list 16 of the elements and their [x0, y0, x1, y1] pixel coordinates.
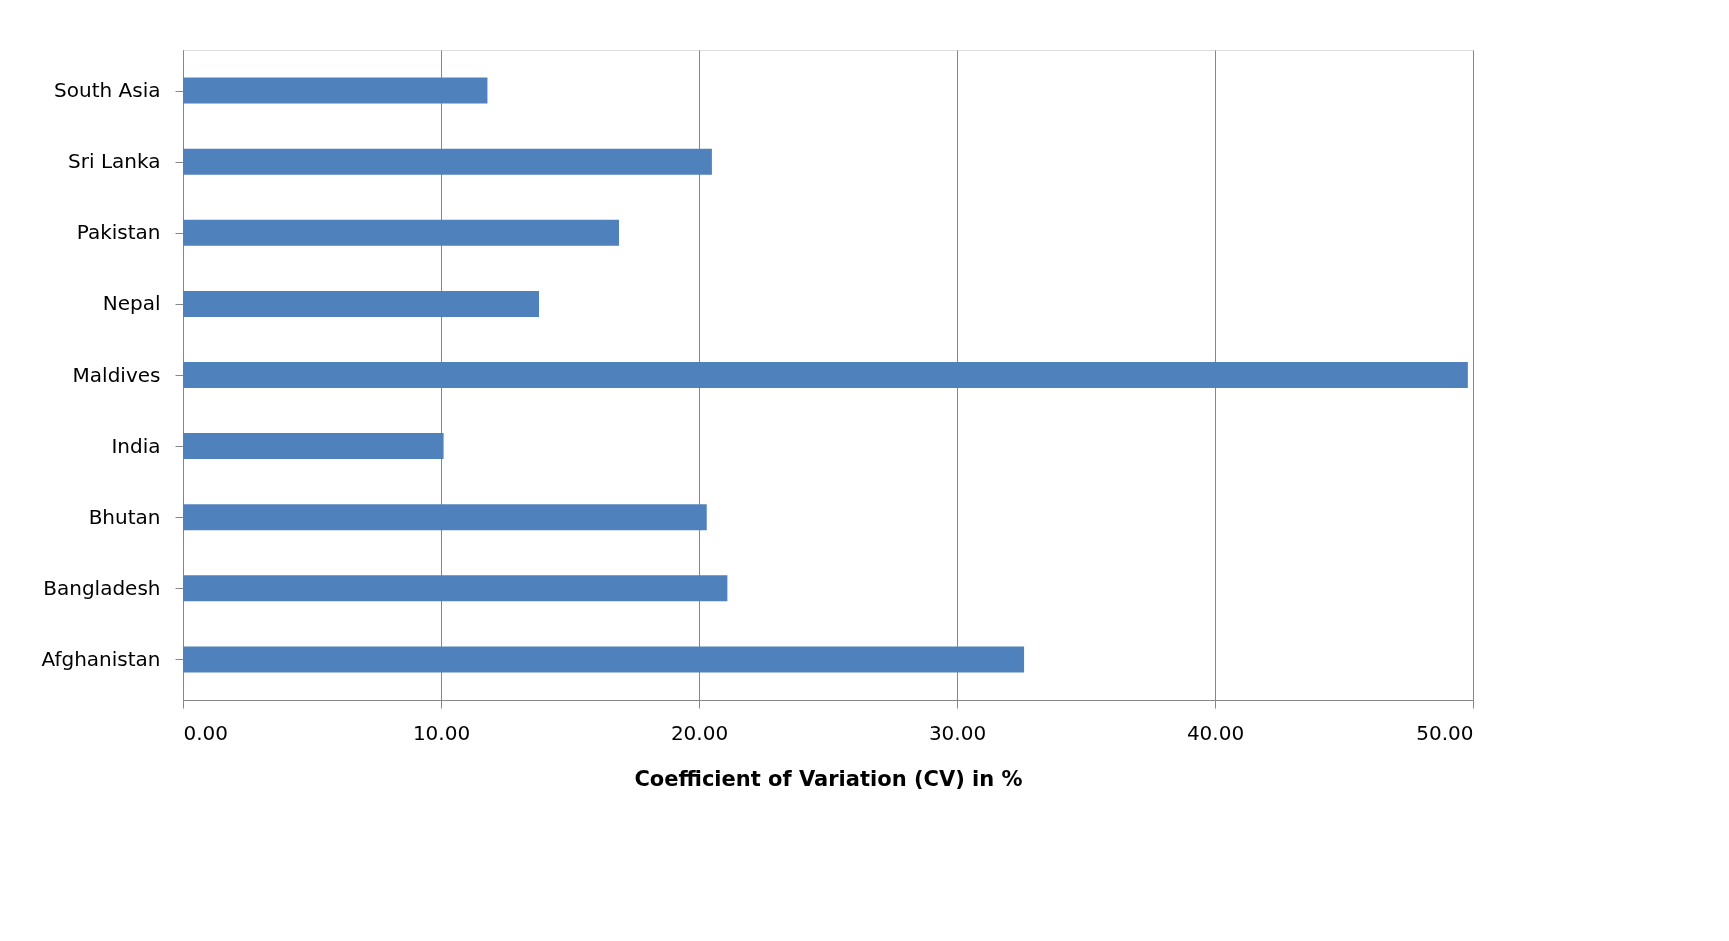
y-tick-label: Pakistan	[76, 220, 161, 245]
x-tick-label: 30.00	[928, 720, 987, 745]
y-tick-label: Sri Lanka	[68, 149, 161, 174]
x-tick-label: 40.00	[1186, 720, 1245, 745]
y-tick-label: Bangladesh	[43, 575, 161, 600]
x-tick-label: 0.00	[183, 720, 229, 745]
y-tick-label: South Asia	[54, 78, 161, 103]
y-tick-label: Maldives	[72, 362, 161, 387]
y-tick-label: Bhutan	[88, 504, 161, 529]
x-axis-title: Coefficient of Variation (CV) in %	[634, 766, 1023, 791]
y-tick-label: India	[111, 433, 161, 458]
x-tick-label: 50.00	[1416, 720, 1474, 745]
x-tick-label: 20.00	[670, 720, 729, 745]
y-tick-label: Afghanistan	[41, 646, 161, 671]
y-tick-label: Nepal	[102, 291, 161, 316]
x-tick-label: 10.00	[412, 720, 471, 745]
